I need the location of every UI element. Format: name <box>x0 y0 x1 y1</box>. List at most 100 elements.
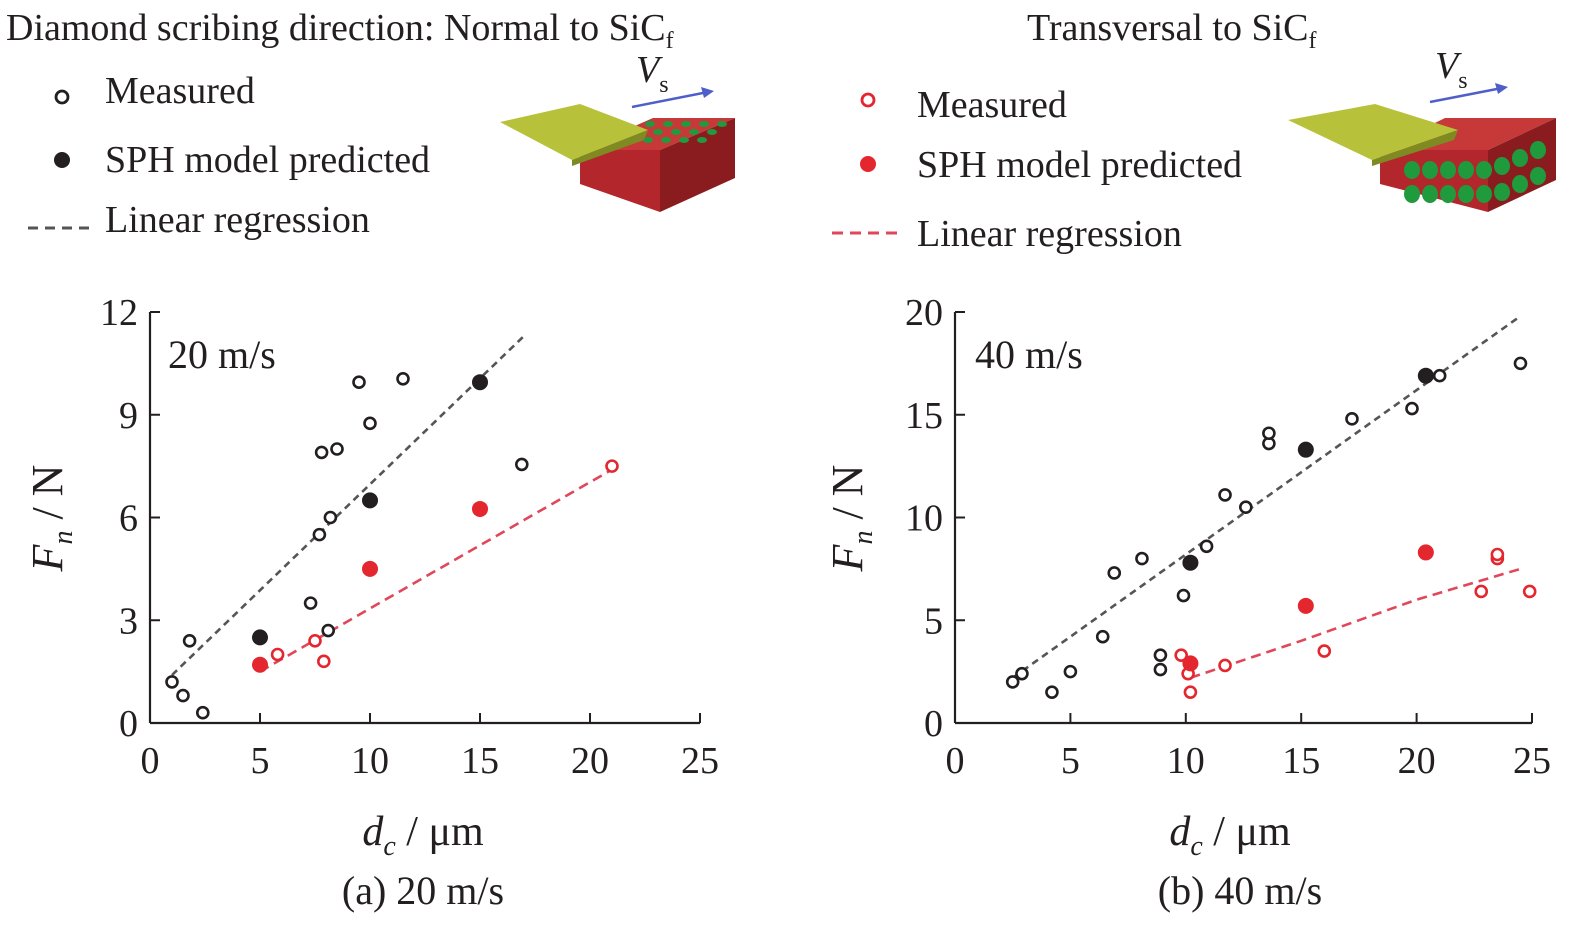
chart-b-predicted-point-red <box>1182 655 1199 672</box>
legend-predicted-label-left: SPH model predicted <box>105 139 430 181</box>
legend-measured-marker-black <box>54 89 70 105</box>
chart-a-x-tick-label: 15 <box>461 740 499 782</box>
chart-b-caption: (b) 40 m/s <box>1158 868 1322 913</box>
chart-a-measured-point-black <box>352 375 366 390</box>
legend-predicted-marker-black <box>54 152 70 168</box>
chart-b-x-tick-label: 20 <box>1398 740 1436 782</box>
legend-measured-marker-red <box>860 92 876 108</box>
chart-b: 40 m/s Fn / N dc / μm (b) 40 m/s 0 5 10 15 2… <box>823 292 1551 913</box>
chart-b-measured-point-black <box>1199 539 1214 554</box>
chart-b-x-tick-label: 25 <box>1513 740 1551 782</box>
chart-b-measured-point-black <box>1045 685 1059 699</box>
chart-a-ylabel: Fn / N <box>23 465 79 573</box>
chart-b-speed-annotation: 40 m/s <box>975 332 1083 377</box>
left-header-title: Diamond scribing direction: Normal to Si… <box>6 7 674 54</box>
chart-a-y-tick-label: 9 <box>119 395 138 437</box>
chart-a-predicted-point-black <box>362 492 378 509</box>
chart-b-measured-point-black <box>1153 648 1168 662</box>
chart-a-x-tick-label: 5 <box>251 740 270 782</box>
legend-measured-label-left: Measured <box>105 70 255 112</box>
chart-b-measured-point-black <box>1005 675 1020 689</box>
chart-b-measured-point-black <box>1239 500 1253 515</box>
legend-regression-label-right: Linear regression <box>917 213 1182 255</box>
chart-a-measured-point-red <box>605 459 619 473</box>
chart-a-measured-point-black <box>396 371 410 386</box>
chart-a-predicted-point-red <box>362 560 378 577</box>
left-inset-illustration: Vs <box>500 49 735 212</box>
chart-a-caption: (a) 20 m/s <box>342 868 504 913</box>
chart-a-measured-point-black <box>182 633 197 648</box>
chart-b-predicted-point-black <box>1297 441 1314 458</box>
chart-b-measured-point-black <box>1095 629 1110 644</box>
chart-b-measured-point-black <box>1135 551 1149 566</box>
chart-a-measured-point-red <box>316 654 331 669</box>
chart-b-x-tick-label: 5 <box>1061 740 1080 782</box>
chart-a-x-tick-label: 25 <box>681 740 719 782</box>
chart-b-measured-point-black <box>1063 664 1078 679</box>
chart-a-y-tick-label: 0 <box>119 703 138 745</box>
chart-b-measured-point-black <box>1405 401 1419 416</box>
chart-a-y-tick-label: 12 <box>100 292 138 334</box>
chart-b-ylabel: Fn / N <box>823 465 879 573</box>
chart-b-measured-point-black <box>1107 566 1122 580</box>
chart-b-y-tick-label: 20 <box>905 292 943 334</box>
chart-a-measured-point-black <box>303 596 318 610</box>
chart-b-measured-point-red <box>1174 648 1188 662</box>
chart-b-predicted-point-black <box>1417 367 1434 384</box>
left-inset-velocity-label: Vs <box>636 49 669 98</box>
chart-a-xlabel: dc / μm <box>362 809 484 862</box>
chart-a-measured-point-black <box>196 705 210 720</box>
chart-b-y-tick-label: 0 <box>924 703 943 745</box>
chart-a-measured-point-black <box>363 416 377 431</box>
chart-a-measured-point-black <box>165 675 179 689</box>
chart-b-measured-point-red <box>1183 685 1198 699</box>
chart-b-y-tick-label: 10 <box>905 498 943 540</box>
chart-a-x-tick-label: 0 <box>141 740 160 782</box>
chart-b-x-tick-label: 15 <box>1282 740 1320 782</box>
chart-b-measured-point-red <box>1474 584 1489 599</box>
legend-predicted-marker-red <box>860 156 876 172</box>
chart-a-y-tick-label: 3 <box>119 600 138 642</box>
chart-a-x-tick-label: 20 <box>571 740 609 782</box>
chart-a-measured-point-black <box>312 527 327 542</box>
chart-b-measured-point-black <box>1015 666 1029 681</box>
chart-b-measured-point-black <box>1513 356 1528 371</box>
chart-a-measured-point-black <box>321 623 336 638</box>
chart-b-predicted-point-red <box>1417 544 1434 561</box>
chart-a-predicted-point-black <box>472 374 488 391</box>
chart-b-xlabel: dc / μm <box>1169 809 1291 862</box>
chart-b-measured-point-black <box>1345 412 1359 426</box>
chart-a-regression-line-black <box>171 335 525 676</box>
chart-a-y-tick-label: 6 <box>119 498 138 540</box>
chart-a-measured-point-black <box>176 688 190 703</box>
left-legend: Measured SPH model predicted Linear regr… <box>28 70 430 241</box>
chart-a-measured-point-black <box>514 457 529 472</box>
chart-b-measured-point-black <box>1153 662 1168 677</box>
chart-a-predicted-point-red <box>472 500 488 517</box>
chart-b-measured-point-black <box>1432 368 1447 383</box>
chart-b-x-tick-label: 10 <box>1167 740 1205 782</box>
chart-a: 20 m/s Fn / N dc / μm (a) 20 m/s 0 5 10 15 2… <box>23 292 719 913</box>
chart-b-regression-line-black <box>1011 315 1522 679</box>
chart-a-predicted-point-red <box>252 656 268 673</box>
chart-b-measured-point-red <box>1490 547 1505 562</box>
right-inset-velocity-label: Vs <box>1435 45 1468 94</box>
chart-a-speed-annotation: 20 m/s <box>168 332 276 377</box>
chart-a-x-tick-label: 10 <box>351 740 389 782</box>
chart-b-y-tick-label: 15 <box>905 395 943 437</box>
chart-b-measured-point-red <box>1218 658 1232 673</box>
chart-b-measured-point-black <box>1262 426 1276 441</box>
chart-a-measured-point-black <box>330 442 344 456</box>
chart-b-y-tick-label: 5 <box>924 600 943 642</box>
legend-predicted-label-right: SPH model predicted <box>917 144 1242 186</box>
chart-b-measured-point-red <box>1317 644 1332 658</box>
chart-b-predicted-point-red <box>1297 597 1314 614</box>
chart-b-measured-point-black <box>1218 488 1232 502</box>
chart-a-measured-point-black <box>323 510 338 525</box>
right-inset-illustration: Vs <box>1288 45 1556 212</box>
chart-b-regression-line-red <box>1190 567 1521 680</box>
chart-a-predicted-point-black <box>252 629 268 646</box>
chart-a-measured-point-black <box>314 445 329 460</box>
chart-b-measured-point-black <box>1176 588 1191 603</box>
